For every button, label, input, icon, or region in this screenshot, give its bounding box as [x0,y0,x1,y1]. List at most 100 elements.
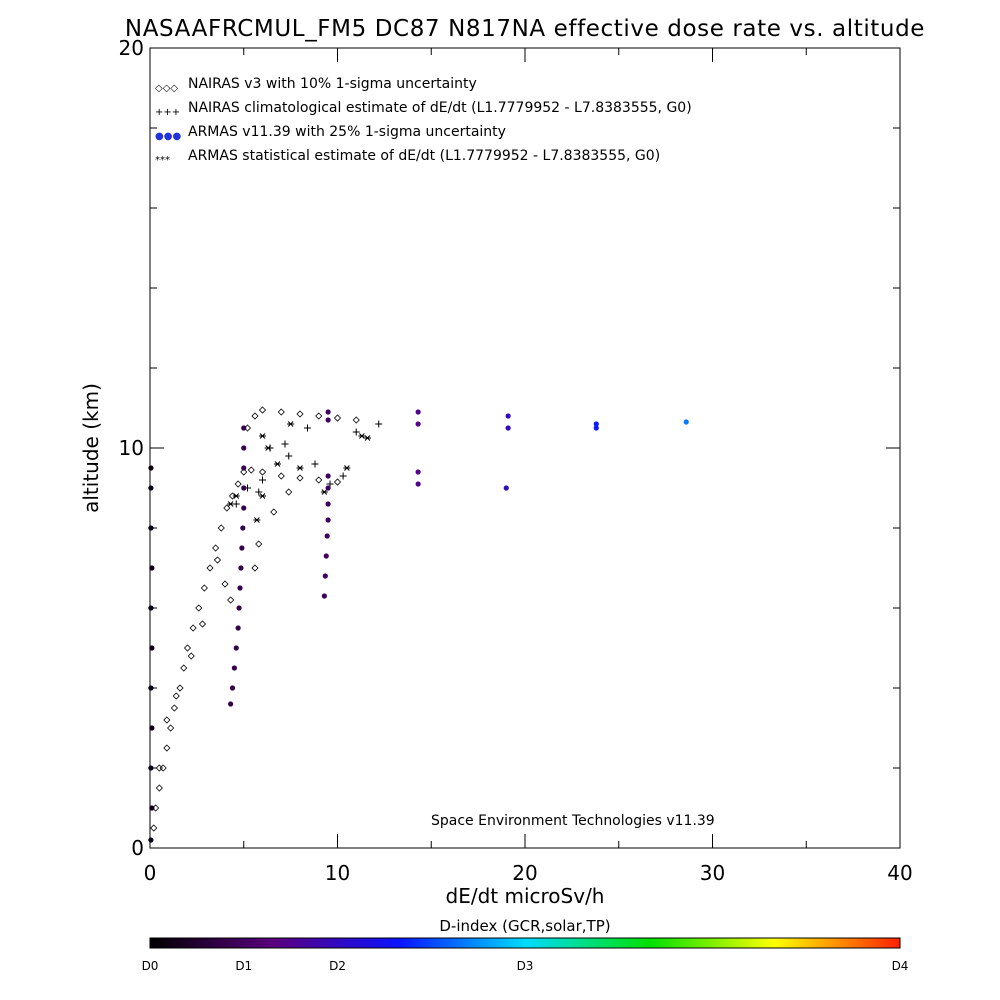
armas-statistical-point [296,465,304,471]
nairas-v3-point [167,724,175,732]
armas-point [325,501,331,507]
armas-point [241,485,247,491]
armas-point [323,553,329,559]
x-tick-label: 30 [700,861,725,885]
nairas-v3-point [277,408,285,416]
armas-point [236,605,242,611]
x-axis-label: dE/dt microSv/h [446,884,605,908]
credit-label: Space Environment Technologies v11.39 [431,813,715,829]
nairas-v3-point [258,468,267,476]
armas-point [415,421,421,427]
series-asterisk [227,421,371,523]
nairas-v3-point [315,412,323,420]
armas-point [325,485,331,491]
armas-point [240,525,246,531]
armas-statistical-point [259,493,266,499]
legend-label: NAIRAS climatological estimate of dE/dt … [188,100,692,116]
x-tick-label: 10 [325,861,350,885]
armas-point [233,645,239,651]
armas-point [235,625,241,631]
nairas-v3-point [159,764,167,772]
nairas-v3-point [221,580,229,588]
legend-symbol: ●●● [155,131,181,142]
nairas-v3-point [200,584,208,592]
nairas-v3-point [247,466,255,474]
armas-point [321,593,327,599]
armas-point [148,485,154,491]
colorbar-label: D0 [142,959,159,973]
legend-symbol: *** [155,155,170,166]
legend-label: NAIRAS v3 with 10% 1-sigma uncertainty [188,76,477,92]
nairas-v3-point [187,652,195,660]
y-tick-label: 10 [119,436,144,460]
y-tick-label: 20 [119,36,144,60]
y-axis-label: altitude (km) [79,383,103,513]
series-dot [148,409,689,843]
armas-point [325,417,331,423]
armas-statistical-point [227,501,235,507]
nairas-v3-point [163,716,171,724]
armas-statistical-point [343,465,351,471]
nairas-v3-point [258,406,267,414]
armas-point [325,473,331,479]
armas-point [241,425,247,431]
colorbar-label: D3 [517,959,534,973]
nairas-v3-point [217,524,225,532]
nairas-v3-point [150,824,158,832]
armas-point [322,573,328,579]
nairas-climatological-point [352,428,360,436]
armas-point [325,409,331,415]
armas-point [325,517,331,523]
nairas-v3-point [296,410,304,418]
armas-point [148,685,154,691]
colorbar [149,937,901,949]
nairas-v3-point [285,488,293,496]
armas-point [241,505,247,511]
x-tick-label: 0 [144,861,157,885]
armas-statistical-point [264,445,272,451]
armas-point [415,409,421,415]
nairas-v3-point [195,604,203,612]
y-tick-label: 0 [131,836,144,860]
nairas-v3-point [155,764,163,772]
nairas-v3-point [352,416,360,424]
nairas-v3-point [223,504,231,512]
nairas-v3-point [270,508,278,516]
armas-point [505,425,511,431]
armas-point [593,421,599,427]
armas-point [503,485,509,491]
armas-point [149,645,155,651]
armas-point [148,765,154,771]
colorbar-label: D2 [329,959,346,973]
armas-statistical-point [320,489,328,495]
nairas-v3-point [227,596,235,604]
nairas-v3-point [170,704,178,712]
nairas-v3-point [251,564,259,572]
nairas-climatological-point [259,476,266,484]
nairas-v3-point [155,784,163,792]
armas-statistical-point [287,421,295,427]
nairas-climatological-point [281,440,289,448]
nairas-v3-point [183,644,192,652]
armas-point [238,565,244,571]
tick-labels: 0 10 20 30 40 0 10 20 [119,36,913,885]
armas-point [229,685,236,691]
nairas-v3-point [296,474,304,482]
nairas-v3-point [255,540,263,548]
nairas-v3-point [234,480,242,488]
armas-point [237,585,243,591]
nairas-v3-point [212,544,220,552]
nairas-v3-point [163,744,171,752]
legend: ◇◇◇ NAIRAS v3 with 10% 1-sigma uncertaint… [155,76,692,166]
nairas-climatological-point [255,488,263,496]
armas-point [149,725,155,731]
armas-point [593,425,599,431]
axis-ticks [149,47,901,849]
nairas-climatological-point [304,424,311,432]
nairas-v3-point [277,472,285,480]
plot-frame [149,47,901,849]
armas-point [148,605,154,611]
armas-statistical-point [358,433,366,439]
armas-point [505,413,511,419]
nairas-climatological-point [285,452,293,460]
